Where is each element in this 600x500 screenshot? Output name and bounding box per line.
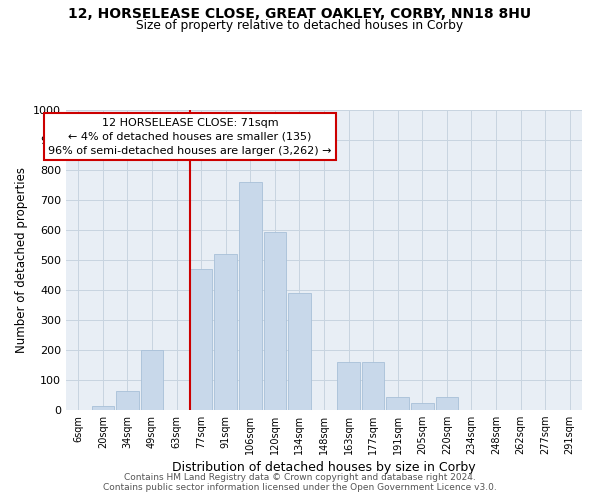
Bar <box>214 254 237 410</box>
X-axis label: Distribution of detached houses by size in Corby: Distribution of detached houses by size … <box>172 462 476 474</box>
Bar <box>92 406 114 410</box>
Bar <box>239 182 262 410</box>
Bar <box>288 293 311 410</box>
Text: 12, HORSELEASE CLOSE, GREAT OAKLEY, CORBY, NN18 8HU: 12, HORSELEASE CLOSE, GREAT OAKLEY, CORB… <box>68 8 532 22</box>
Bar <box>190 269 212 410</box>
Text: 12 HORSELEASE CLOSE: 71sqm
← 4% of detached houses are smaller (135)
96% of semi: 12 HORSELEASE CLOSE: 71sqm ← 4% of detac… <box>48 118 332 156</box>
Bar <box>362 362 385 410</box>
Bar <box>116 390 139 410</box>
Bar <box>386 396 409 410</box>
Bar <box>436 396 458 410</box>
Bar <box>411 402 434 410</box>
Text: Size of property relative to detached houses in Corby: Size of property relative to detached ho… <box>136 18 464 32</box>
Text: Contains HM Land Registry data © Crown copyright and database right 2024.: Contains HM Land Registry data © Crown c… <box>124 472 476 482</box>
Text: Contains public sector information licensed under the Open Government Licence v3: Contains public sector information licen… <box>103 484 497 492</box>
Bar <box>140 350 163 410</box>
Y-axis label: Number of detached properties: Number of detached properties <box>14 167 28 353</box>
Bar <box>263 232 286 410</box>
Bar <box>337 362 360 410</box>
